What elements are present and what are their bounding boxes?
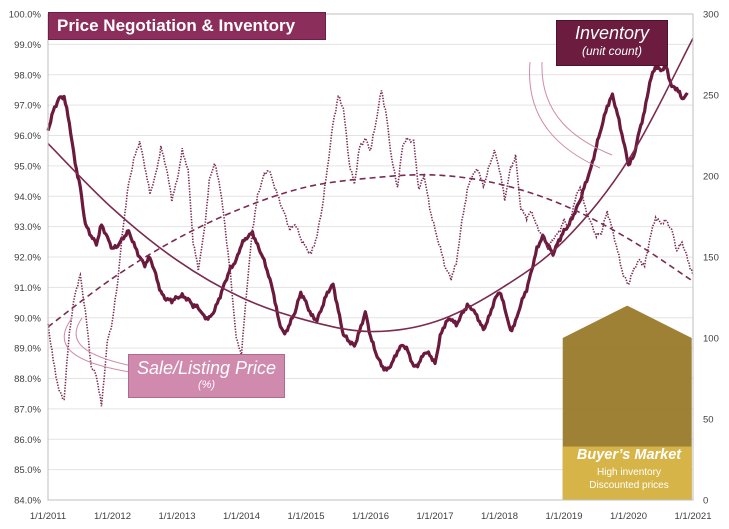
plot-frame (47, 13, 694, 501)
left-tick-label: 97.0% (14, 101, 41, 112)
x-tick-label: 1/1/2017 (417, 511, 454, 522)
left-tick-label: 86.0% (14, 435, 41, 446)
x-tick-label: 1/1/2019 (546, 511, 583, 522)
x-tick-label: 1/1/2012 (94, 511, 131, 522)
chart-title-box: Price Negotiation & Inventory (48, 12, 326, 40)
left-tick-label: 99.0% (14, 40, 41, 51)
callout-line (75, 317, 133, 367)
buyers-market-label-panel (562, 446, 692, 500)
chart-title: Price Negotiation & Inventory (57, 16, 296, 35)
x-tick-label: 1/1/2013 (159, 511, 196, 522)
left-axis-ticks: 84.0% 85.0% 86.0% 87.0% 88.0% 89.0% 90.0% 91.0%… (9, 10, 42, 507)
x-tick-label: 1/1/2018 (481, 511, 518, 522)
x-tick-label: 1/1/2011 (30, 511, 66, 522)
left-tick-label: 98.0% (14, 70, 41, 81)
inventory-sublabel: (unit count) (581, 44, 643, 58)
left-tick-label: 91.0% (14, 283, 41, 294)
right-tick-label: 300 (703, 10, 719, 21)
left-tick-label: 84.0% (14, 496, 41, 507)
right-tick-label: 50 (703, 415, 714, 426)
right-tick-label: 150 (703, 253, 719, 264)
left-tick-label: 100.0% (9, 10, 42, 21)
callout-line (529, 61, 601, 169)
right-axis-ticks: 0 50 100 150 200 250 300 (703, 10, 719, 507)
series-line-2 (47, 37, 694, 333)
left-tick-label: 96.0% (14, 131, 41, 142)
right-tick-label: 200 (703, 172, 719, 183)
callout-lines (63, 61, 613, 373)
x-axis-ticks: 1/1/2011 1/1/2012 1/1/2013 1/1/2014 1/1/2015… (30, 511, 712, 522)
x-tick-label: 1/1/2014 (223, 511, 260, 522)
left-tick-label: 93.0% (14, 222, 41, 233)
sale-listing-label-box: Sale/Listing Price (%) (128, 354, 285, 398)
inventory-label-box: Inventory (unit count) (556, 20, 668, 66)
x-tick-label: 1/1/2021 (675, 511, 712, 522)
series-line-3 (47, 173, 694, 328)
left-tick-label: 90.0% (14, 313, 41, 324)
callout-line (63, 317, 131, 373)
right-tick-label: 100 (703, 334, 719, 345)
left-tick-label: 92.0% (14, 253, 41, 264)
left-tick-label: 95.0% (14, 161, 41, 172)
right-tick-label: 250 (703, 91, 719, 102)
x-tick-label: 1/1/2020 (610, 511, 647, 522)
x-tick-label: 1/1/2015 (288, 511, 325, 522)
buyers-market-arrow (562, 305, 692, 500)
inventory-label: Inventory (574, 23, 650, 43)
left-tick-label: 87.0% (14, 404, 41, 415)
left-tick-label: 94.0% (14, 192, 41, 203)
buyers-market-sub1: High inventory (597, 467, 661, 478)
buyers-market-sub2: Discounted prices (589, 480, 669, 491)
series-line-0 (46, 63, 689, 372)
x-tick-label: 1/1/2016 (352, 511, 389, 522)
series (46, 37, 694, 407)
left-tick-label: 89.0% (14, 344, 41, 355)
sale-listing-label: Sale/Listing Price (136, 358, 277, 378)
buyers-market-title: Buyer’s Market (576, 447, 682, 463)
left-tick-label: 85.0% (14, 465, 41, 476)
sale-listing-sublabel: (%) (197, 379, 216, 391)
left-tick-label: 88.0% (14, 374, 41, 385)
callout-line (541, 61, 613, 156)
right-tick-label: 0 (703, 496, 708, 507)
